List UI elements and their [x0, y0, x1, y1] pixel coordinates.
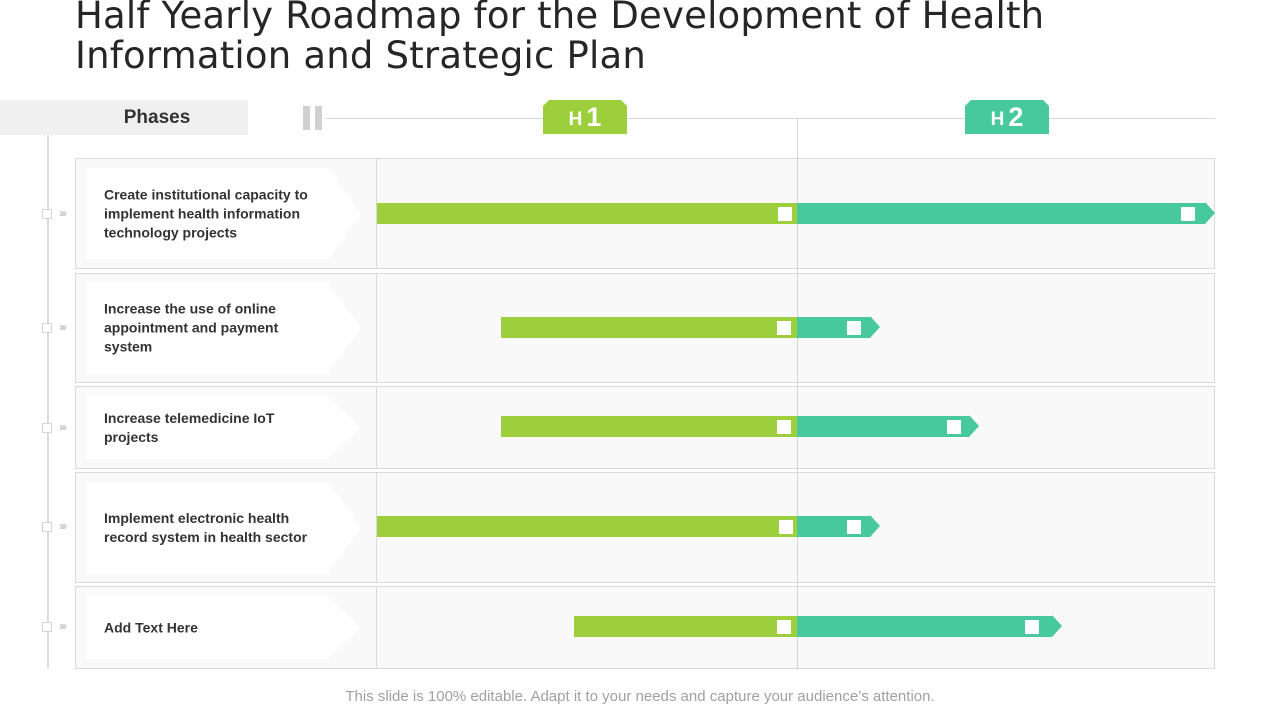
chevron-right-icon: ››› — [59, 206, 67, 220]
h2-bar — [797, 616, 1052, 637]
h1-tab: H 1 — [543, 100, 627, 134]
footer-note: This slide is 100% editable. Adapt it to… — [345, 688, 935, 705]
milestone-marker — [947, 420, 961, 434]
timeline-bullet — [42, 622, 52, 632]
arrowhead — [969, 415, 979, 437]
pause-icon — [303, 106, 310, 130]
phase-label: Implement electronic health record syste… — [104, 509, 308, 545]
h2-tab-letter: H — [990, 108, 1005, 130]
h1-bar — [377, 516, 797, 537]
arrowhead — [1205, 202, 1215, 224]
h2-tab-number: 2 — [1008, 101, 1024, 132]
phase-card: Add Text Here — [86, 596, 361, 659]
milestone-marker — [847, 321, 861, 335]
chevron-right-icon: ››› — [59, 619, 67, 633]
h1-tab-letter: H — [568, 108, 583, 130]
roadmap-row: Create institutional capacity to impleme… — [75, 158, 1215, 269]
phase-label: Increase telemedicine IoT projects — [104, 409, 275, 445]
timeline-line — [47, 135, 49, 668]
chevron-right-icon: ››› — [59, 420, 67, 434]
pause-icon — [315, 106, 322, 130]
timeline-bullet — [42, 209, 52, 219]
header-line — [325, 118, 1215, 119]
milestone-marker — [777, 420, 791, 434]
milestone-marker — [847, 520, 861, 534]
h2-tab: H 2 — [965, 100, 1049, 134]
column-divider — [797, 118, 798, 670]
arrowhead — [870, 316, 880, 338]
h2-bar — [797, 203, 1205, 224]
phase-card: Create institutional capacity to impleme… — [86, 168, 361, 259]
slide-title: Half Yearly Roadmap for the Development … — [75, 0, 1045, 77]
h1-bar — [377, 203, 797, 224]
milestone-marker — [1025, 620, 1039, 634]
h1-bar — [501, 416, 797, 437]
milestone-marker — [778, 207, 792, 221]
phase-label: Create institutional capacity to impleme… — [104, 186, 308, 240]
milestone-marker — [777, 620, 791, 634]
h1-bar — [574, 616, 797, 637]
chevron-right-icon: ››› — [59, 519, 67, 533]
milestone-marker — [1181, 207, 1195, 221]
phase-card: Increase telemedicine IoT projects — [86, 396, 361, 459]
milestone-marker — [779, 520, 793, 534]
h2-bar — [797, 416, 969, 437]
timeline-bullet — [42, 323, 52, 333]
timeline-bullet — [42, 522, 52, 532]
phases-header: Phases — [0, 100, 248, 135]
phase-label: Increase the use of online appointment a… — [104, 300, 279, 355]
arrowhead — [1052, 615, 1062, 637]
chevron-right-icon: ››› — [59, 320, 67, 334]
phase-label: Add Text Here — [104, 619, 198, 635]
timeline-bullet — [42, 423, 52, 433]
h1-tab-number: 1 — [586, 101, 602, 132]
phase-card: Implement electronic health record syste… — [86, 482, 361, 573]
h1-bar — [501, 317, 797, 338]
milestone-marker — [777, 321, 791, 335]
arrowhead — [870, 515, 880, 537]
phase-card: Increase the use of online appointment a… — [86, 283, 361, 373]
